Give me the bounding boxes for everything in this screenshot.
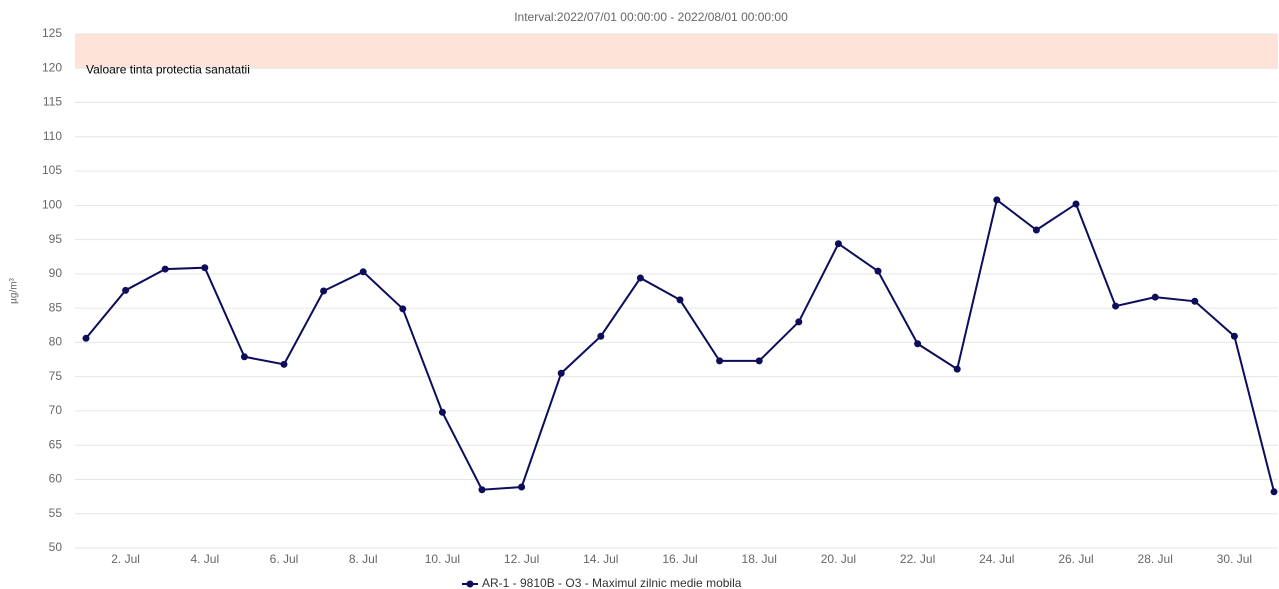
x-tick-label: 8. Jul [349, 552, 378, 566]
point [914, 340, 922, 348]
y-axis-label: µg/m³ [9, 277, 20, 303]
point [636, 274, 644, 282]
y-tick-label: 75 [49, 369, 63, 383]
point [122, 286, 130, 294]
point [1072, 200, 1080, 208]
point [993, 196, 1001, 204]
x-tick-label: 18. Jul [742, 552, 777, 566]
y-tick-label: 100 [42, 198, 62, 212]
y-tick-label: 95 [49, 232, 63, 246]
point [161, 265, 169, 273]
x-tick-label: 6. Jul [270, 552, 299, 566]
x-tick-label: 30. Jul [1217, 552, 1252, 566]
line [85, 198, 1275, 493]
point [82, 334, 90, 342]
chart-title: Interval:2022/07/01 00:00:00 - 2022/08/0… [514, 10, 788, 24]
y-tick-label: 60 [49, 472, 63, 486]
y-tick-label: 55 [49, 506, 63, 520]
point [676, 296, 684, 304]
y-tick-label: 115 [43, 95, 62, 109]
y-tick-label: 70 [49, 403, 63, 417]
point [359, 268, 367, 276]
y-tick-label: 85 [49, 300, 63, 314]
x-tick-label: 4. Jul [190, 552, 219, 566]
y-tick-label: 90 [49, 266, 63, 280]
point [201, 264, 209, 272]
point [438, 408, 446, 416]
point [1112, 302, 1120, 310]
point [1191, 297, 1199, 305]
point [1230, 332, 1238, 340]
y-tick-label: 105 [42, 163, 62, 177]
point [1032, 226, 1040, 234]
point [320, 287, 328, 295]
x-tick-label: 2. Jul [111, 552, 140, 566]
point [953, 365, 961, 373]
point [834, 240, 842, 248]
x-tick-label: 26. Jul [1058, 552, 1093, 566]
y-tick-label: 110 [43, 129, 62, 143]
x-tick-label: 22. Jul [900, 552, 935, 566]
y-tick-label: 80 [49, 335, 63, 349]
point [478, 486, 486, 494]
point [280, 360, 288, 368]
point [1270, 488, 1278, 496]
y-tick-label: 120 [42, 60, 62, 74]
x-tick-label: 28. Jul [1138, 552, 1173, 566]
point [399, 305, 407, 313]
legend-label: AR-1 - 9810B - O3 - Maximul zilnic medie… [482, 576, 742, 589]
y-tick-label: 125 [42, 26, 62, 40]
point [1151, 293, 1159, 301]
y-tick-label: 50 [49, 540, 63, 554]
point [597, 332, 605, 340]
point [874, 267, 882, 275]
plot-band-label: Valoare tinta protectia sanatatii [86, 62, 250, 76]
x-tick-label: 20. Jul [821, 552, 856, 566]
x-tick-label: 10. Jul [425, 552, 460, 566]
x-tick-label: 14. Jul [583, 552, 618, 566]
point [518, 483, 526, 491]
plot-band [75, 34, 1278, 69]
x-tick-label: 24. Jul [979, 552, 1014, 566]
point [240, 353, 248, 361]
point [755, 357, 763, 365]
point [557, 369, 565, 377]
point [795, 318, 803, 326]
legend-marker [466, 580, 474, 588]
x-tick-label: 16. Jul [662, 552, 697, 566]
x-tick-label: 12. Jul [504, 552, 539, 566]
point [716, 357, 724, 365]
y-tick-label: 65 [49, 437, 63, 451]
